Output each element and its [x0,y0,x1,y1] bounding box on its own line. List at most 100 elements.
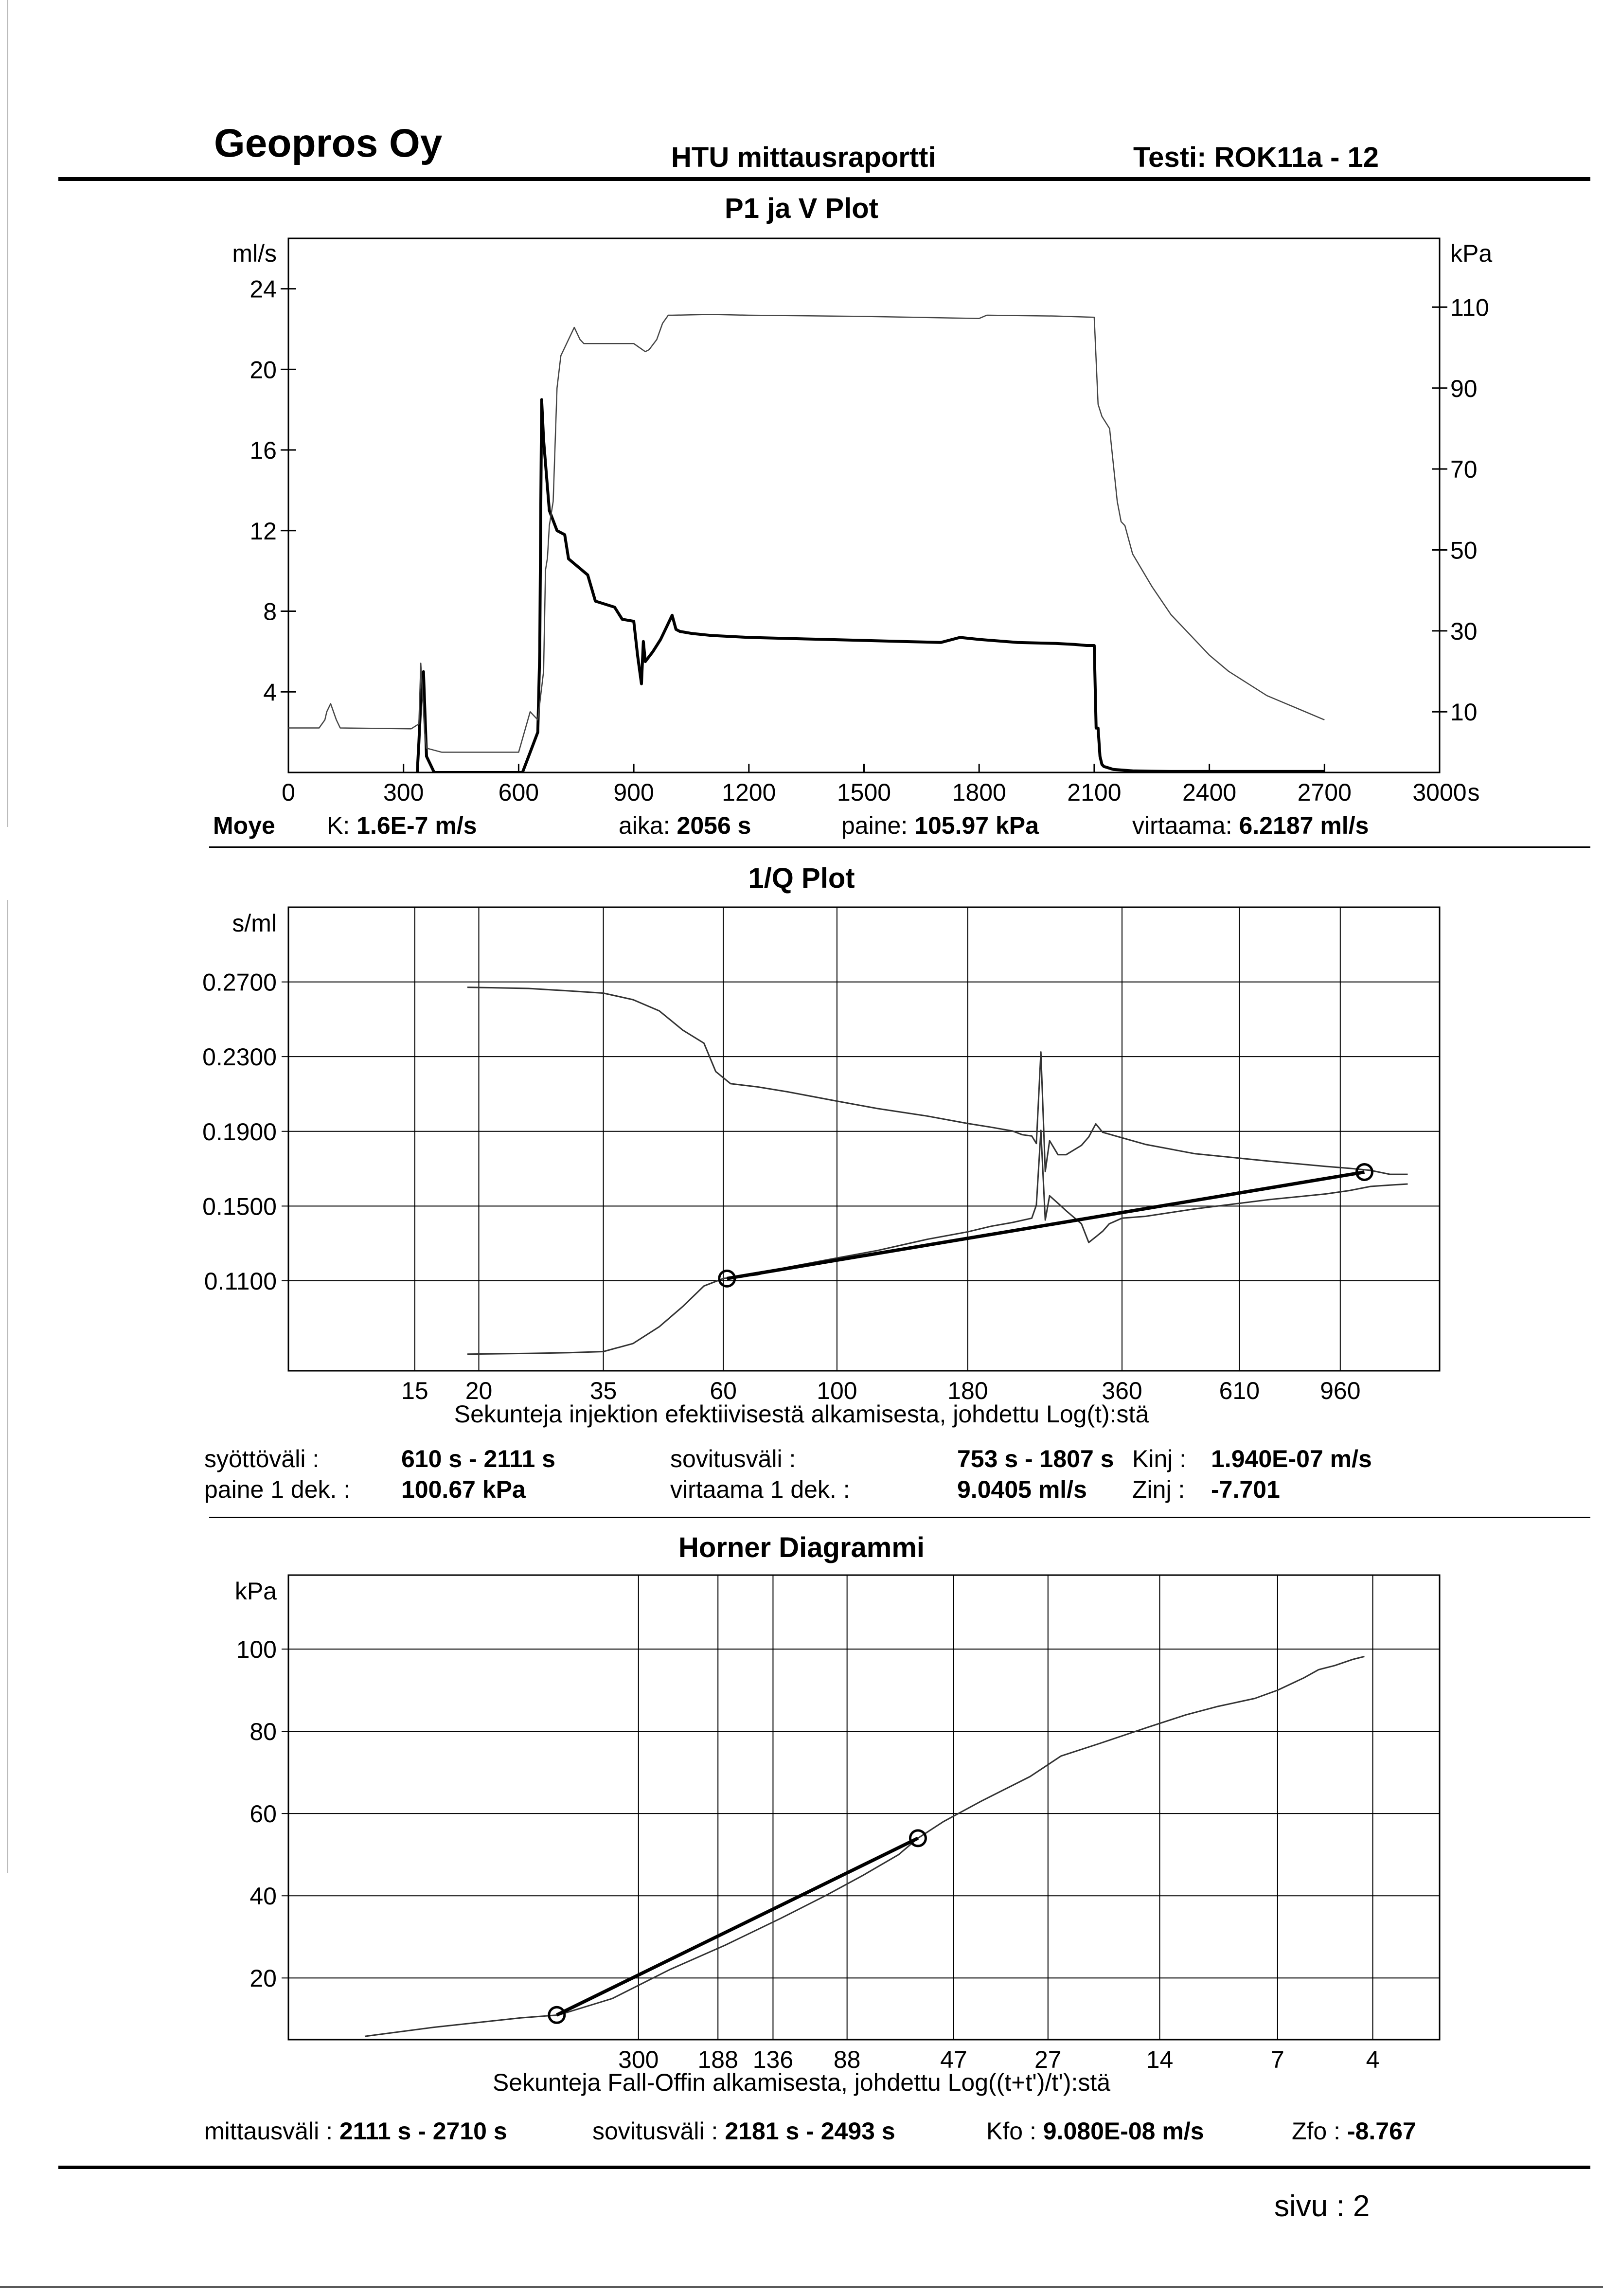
plot3-y-tick-label: 80 [249,1718,277,1745]
plot1-flow-series [415,398,1325,772]
plot1-aika-label: aika: [619,812,670,839]
page-number: sivu : 2 [1274,2189,1370,2223]
plot1-yr-tick-label: 10 [1450,699,1478,726]
plot3-fit-line [556,1836,919,2017]
plot2-x-tick-label: 35 [590,1377,617,1404]
plot2-syotto: syöttöväli : [204,1445,319,1473]
plot1-x-tick-label: 600 [499,779,539,806]
plot3-x-tick-label: 4 [1366,2046,1380,2073]
plot2-sovitus-value: 753 s - 1807 s [957,1445,1114,1472]
plot1-x-tick-label: 300 [383,779,424,806]
plot3-x-tick-label: 88 [834,2046,861,2073]
plot1-y-tick-label: 16 [249,437,277,464]
plot1-virtaama: virtaama: 6.2187 ml/s [1132,811,1369,840]
plot1-x-tick-label: 0 [282,779,295,806]
plot2-sovitus-label: sovitusväli : [670,1445,796,1472]
plot3-x-tick-label: 47 [940,2046,967,2073]
plot2-fit-marker [718,1269,736,1288]
bottom-rule [0,2286,1603,2288]
plot3-y-tick-label: 20 [249,1965,277,1992]
plot3-sovitus-value: 2181 s - 2493 s [725,2117,895,2145]
plot3-zfo-value: -8.767 [1347,2117,1416,2145]
plot1-x-tick-label: 900 [613,779,654,806]
plot1-paine-label: paine: [841,812,908,839]
plot1-aika: aika: 2056 s [619,811,751,840]
plot1-rule [209,846,1590,848]
plot1-x-tick-label: 2700 [1298,779,1352,806]
plot1-x-unit: s [1468,779,1480,806]
plot3-kfo-value: 9.080E-08 m/s [1043,2117,1204,2145]
plot1-x-tick-label: 1200 [722,779,776,806]
plot1-y-tick-label: 12 [249,518,277,545]
plot1-chart: 0 300 600 900 1200 1500 1800 2100 2400 2700 3000 s 4… [232,237,1492,806]
plot2-fit-marker [1355,1163,1373,1181]
plot3-mittaus-value: 2111 s - 2710 s [339,2117,507,2145]
plot2-syotto-label: syöttöväli : [204,1445,320,1472]
plot3-zfo-label: Zfo : [1292,2117,1341,2145]
plot3-kfo: Kfo : 9.080E-08 m/s [986,2117,1204,2145]
plot3-x-tick-label: 136 [753,2046,793,2073]
plot1-left-unit: ml/s [232,240,277,267]
plot1-yr-tick-label: 70 [1450,456,1478,483]
header-rule [58,177,1590,181]
plot3-y-tick-label: 40 [249,1883,277,1910]
plot1-yr-tick-label: 110 [1450,294,1489,321]
plot1-pressure-series [288,314,1325,753]
plot2-frame [287,906,1441,1372]
plot3-zfo: Zfo : -8.767 [1292,2117,1416,2145]
plot3-frame [287,1574,1441,2041]
plot1-location: Moye [213,812,275,839]
company-name: Geopros Oy [214,121,443,165]
plot1-yr-tick-label: 90 [1450,375,1478,402]
plot2-x-tick-label: 60 [710,1377,737,1404]
plot2-kinj-label: Kinj : [1132,1445,1187,1472]
plot1-k: K: 1.6E-7 m/s [327,811,477,840]
plot3-y-tick-label: 100 [236,1636,277,1663]
plot2-y-tick-label: 0.1100 [204,1268,277,1295]
plot2-series-1 [467,1130,1408,1355]
plot1-y-tick-label: 20 [249,356,277,383]
plot2-kinj-value: 1.940E-07 m/s [1211,1445,1372,1472]
footer-rule [58,2166,1590,2169]
plot1-k-value: 1.6E-7 m/s [356,812,477,839]
plot1-y-tick-label: 4 [263,679,277,706]
report-title: HTU mittausraportti [671,142,936,173]
plot2-syotto-value: 610 s - 2111 s [401,1445,555,1472]
plot3-x-tick-label: 188 [697,2046,738,2073]
plot3-mittaus: mittausväli : 2111 s - 2710 s [204,2117,507,2145]
plot3-y-tick-label: 60 [249,1800,277,1828]
plot1-virtaama-label: virtaama: [1132,812,1232,839]
plot3-sovitus-label: sovitusväli : [592,2117,718,2145]
plot2-paine-value: 100.67 kPa [401,1476,526,1503]
plot3-x-tick-label: 27 [1034,2046,1062,2073]
plot1-k-label: K: [327,812,350,839]
plot1-frame [287,237,1441,773]
plot3-fit-marker [908,1829,927,1848]
plot3-x-tick-label: 7 [1271,2046,1284,2073]
test-id: Testi: ROK11a - 12 [1133,142,1379,173]
plot1-y-tick-label: 24 [249,276,277,303]
plot2-y-tick-label: 0.2300 [202,1043,277,1071]
plot3-series-0 [364,1655,1365,2037]
plot2-y-tick-label: 0.1900 [202,1118,277,1146]
plot1-yr-tick-label: 50 [1450,537,1478,564]
plot1-x-tick-label: 2400 [1182,779,1236,806]
plot2-x-tick-label: 610 [1219,1377,1260,1404]
plot1-x-tick-label: 1800 [952,779,1006,806]
plot1-y-tick-label: 8 [263,598,277,626]
plot2-zinj-value: -7.701 [1211,1476,1280,1503]
plot3-chart: 300 188 136 88 47 27 14 7 4 20 40 60 80 100 kPa [235,1574,1441,2073]
plot3-fit-marker [548,2006,566,2024]
plot2-x-tick-label: 20 [465,1377,493,1404]
plot2-fit-line [727,1170,1365,1280]
plot1-x-tick-label: 1500 [837,779,891,806]
plot2-x-tick-label: 360 [1102,1377,1142,1404]
plot2-zinj-label: Zinj : [1132,1476,1185,1503]
plot2-series-0 [467,987,1408,1175]
plot3-kfo-label: Kfo : [986,2117,1036,2145]
plot2-virtaama-label: virtaama 1 dek. : [670,1476,850,1503]
plot3-y-unit: kPa [235,1578,277,1605]
plot3-x-tick-label: 14 [1146,2046,1174,2073]
plot2-virtaama-value: 9.0405 ml/s [957,1476,1087,1503]
plot2-xlabel: Sekunteja injektion efektiivisestä alkam… [454,1400,1149,1428]
